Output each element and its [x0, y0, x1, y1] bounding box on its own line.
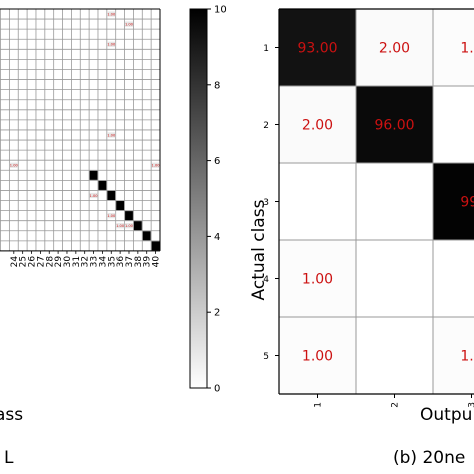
x-tick-label: 31 — [72, 256, 82, 267]
colorbar-tick-label: 10 — [214, 5, 227, 16]
cell-value-label: 1.0 — [460, 349, 474, 365]
heatmap-cell-light — [107, 213, 116, 219]
colorbar-tick-label: 6 — [214, 156, 220, 167]
heatmap-cell-diagonal — [116, 201, 125, 211]
cell-value-label: 1.00 — [107, 214, 116, 218]
x-tick-label: 37 — [125, 256, 135, 267]
y-tick-label: 1 — [263, 44, 269, 54]
y-tick-label: 2 — [263, 121, 269, 131]
x-axis-label: Outpu — [420, 405, 472, 425]
heatmap-cell — [433, 317, 474, 394]
x-tick-label: 25 — [19, 256, 29, 267]
colorbar-tick-label: 8 — [214, 80, 220, 91]
heatmap-cell-diagonal — [133, 221, 142, 231]
y-tick-label: 3 — [263, 198, 269, 208]
cell-value-label: 99. — [460, 195, 474, 211]
cell-value-label: 1.00 — [125, 22, 134, 26]
heatmap-cell — [279, 86, 356, 163]
cell-value-label: 93.00 — [297, 41, 337, 57]
cell-value-label: 1.00 — [90, 194, 99, 198]
x-tick-label: 3 — [468, 402, 474, 408]
colorbar-tick-label: 0 — [214, 384, 220, 395]
cell-value-label: 1.0 — [460, 41, 474, 57]
heatmap-cell-diagonal — [89, 170, 98, 180]
cell-value-label: 2.00 — [379, 41, 410, 57]
heatmap-cell-light — [124, 21, 133, 27]
cell-value-label: 1.00 — [302, 349, 333, 365]
y-tick-label: 5 — [263, 352, 269, 362]
y-axis-label: Actual class — [249, 199, 269, 300]
x-tick-label: 27 — [36, 256, 46, 267]
x-tick-label: 28 — [45, 256, 55, 268]
colorbar: 0 2 4 6 8 10 — [189, 5, 227, 395]
heatmap-cell — [433, 9, 474, 86]
x-tick-label: 24 — [10, 256, 20, 268]
x-tick-label: 32 — [81, 256, 91, 267]
cell-value-label: 96.00 — [374, 118, 414, 134]
right-caption: (b) 20ne — [393, 448, 466, 468]
cell-value-label: 1.00 — [125, 224, 134, 228]
cell-value-label: 1.00 — [152, 164, 161, 168]
heatmap-cell-diagonal — [107, 190, 116, 201]
heatmap-cell — [356, 86, 433, 163]
heatmap-cell-light — [116, 223, 125, 229]
colorbar-tick-label: 2 — [214, 308, 220, 319]
heatmap-cell-light — [151, 162, 160, 168]
heatmap-cell-light — [107, 11, 116, 17]
heatmap-cell-diagonal — [142, 231, 151, 241]
x-tick-label: 30 — [63, 256, 73, 268]
x-axis-label: ass — [0, 405, 23, 425]
x-tick-label: 35 — [107, 256, 117, 267]
cell-value-label: 2.00 — [302, 118, 333, 134]
cell-value-label: 1.00 — [116, 224, 125, 228]
cell-value-label: 1.00 — [107, 43, 116, 47]
x-tick-label: 29 — [54, 256, 64, 268]
heatmap-cell-diagonal — [151, 241, 160, 251]
heatmap-cell — [356, 9, 433, 86]
heatmap-cell-light — [9, 162, 18, 168]
cell-value-label: 1.00 — [10, 164, 19, 168]
heatmap-cell-diagonal — [125, 211, 133, 221]
heatmap-cell-light — [107, 132, 116, 138]
x-tick-label: 1 — [314, 402, 324, 408]
heatmap-cell — [279, 317, 356, 394]
heatmap-cell — [279, 9, 356, 86]
heatmap-cell-light — [107, 41, 116, 47]
colorbar-tick-label: 4 — [214, 232, 220, 243]
right-confusion-matrix: 93.00 2.00 1.0 2.00 96.00 99. 1.00 1.00 1.0 1 2 3 4 5… — [249, 8, 474, 425]
x-tick-label: 38 — [134, 256, 144, 268]
x-tick-label: 34 — [98, 256, 108, 268]
heatmap-cell-diagonal — [98, 180, 107, 190]
y-tick-label: 4 — [263, 275, 269, 285]
x-tick-label: 39 — [143, 256, 153, 268]
cell-value-label: 1.00 — [107, 133, 116, 137]
heatmap-cell — [433, 163, 474, 240]
x-tick-label: 36 — [116, 256, 126, 268]
cell-value-label: 1.00 — [107, 12, 116, 16]
x-tick-label: 26 — [28, 256, 38, 268]
colorbar-bar — [189, 8, 208, 389]
x-tick-label: 33 — [90, 256, 100, 267]
left-caption: L — [4, 448, 14, 468]
x-tick-label: 2 — [391, 402, 401, 408]
left-confusion-matrix: 1.001.001.001.001.001.001.001.001.00 1.00… — [0, 8, 162, 425]
heatmap-cell — [279, 240, 356, 317]
heatmap-cell-light — [124, 223, 133, 229]
cell-value-label: 1.00 — [302, 272, 333, 288]
heatmap-cell-light — [89, 192, 98, 199]
x-tick-label: 40 — [152, 256, 162, 268]
